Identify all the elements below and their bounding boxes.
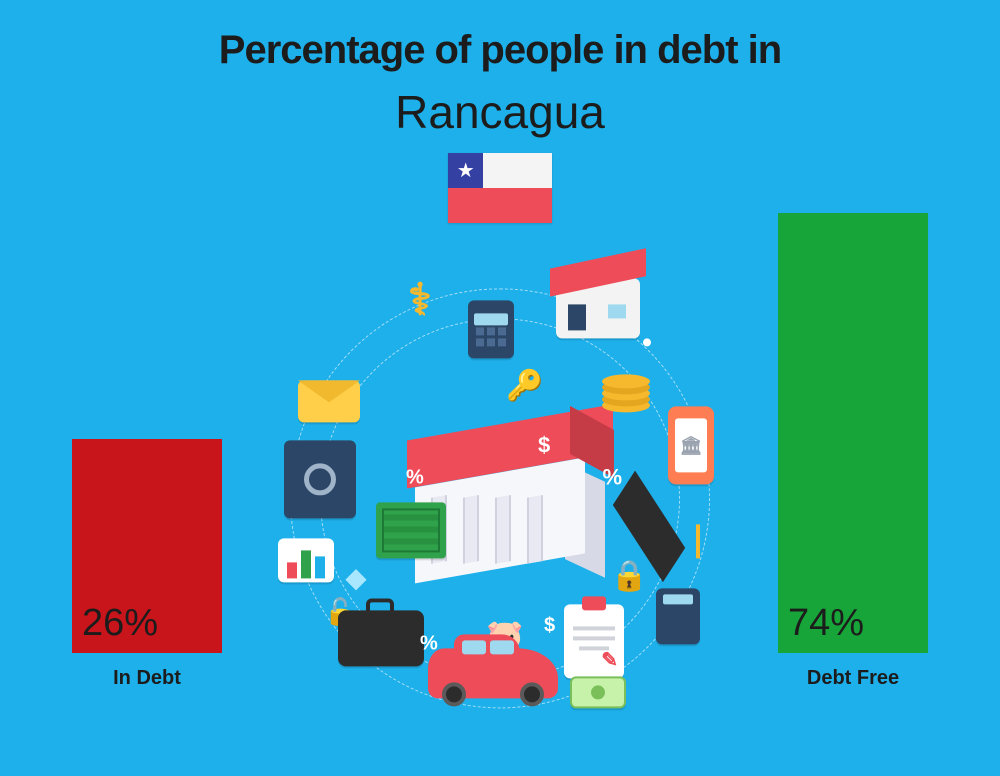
bar-value-in-debt: 26% bbox=[82, 602, 158, 645]
bar-rect-debt-free: 74% bbox=[778, 213, 928, 653]
bar-in-debt: 26% In Debt bbox=[72, 439, 222, 690]
chile-flag: ★ bbox=[448, 153, 552, 223]
graduation-cap-icon bbox=[604, 506, 694, 546]
page-title: Percentage of people in debt in bbox=[0, 0, 1000, 73]
bar-label-in-debt: In Debt bbox=[72, 667, 222, 690]
dollar-symbol: $ bbox=[538, 432, 550, 458]
percent-symbol: % bbox=[420, 632, 438, 655]
bar-value-debt-free: 74% bbox=[788, 602, 864, 645]
house-icon bbox=[556, 278, 640, 338]
percent-symbol: % bbox=[602, 464, 622, 490]
diamond-icon: ◆ bbox=[346, 562, 366, 593]
lock-icon: 🔒 bbox=[611, 558, 648, 593]
orbit-dot bbox=[643, 339, 651, 347]
car-icon bbox=[428, 648, 558, 698]
safe-icon bbox=[284, 440, 356, 518]
dollar-symbol: $ bbox=[544, 614, 555, 637]
key-icon: 🔑 bbox=[506, 368, 543, 403]
finance-infographic: ⚕ 🔓 bbox=[290, 288, 710, 708]
calculator-icon bbox=[468, 300, 514, 358]
chart-area: 26% In Debt 74% Debt Free ⚕ bbox=[0, 250, 1000, 730]
bar-rect-in-debt: 26% bbox=[72, 439, 222, 653]
briefcase-icon bbox=[338, 610, 424, 666]
cash-note-icon bbox=[570, 676, 626, 708]
coins-icon bbox=[602, 374, 650, 388]
bar-label-debt-free: Debt Free bbox=[778, 667, 928, 690]
percent-symbol: % bbox=[406, 466, 424, 489]
caduceus-icon: ⚕ bbox=[408, 274, 432, 325]
cash-stack-icon bbox=[376, 502, 446, 558]
bar-debt-free: 74% Debt Free bbox=[778, 213, 928, 690]
calculator-small-icon bbox=[656, 588, 700, 644]
clipboard-icon: ✎ bbox=[564, 604, 624, 678]
flag-star-icon: ★ bbox=[457, 161, 475, 181]
bar-chart-icon bbox=[278, 538, 334, 582]
phone-icon: 🏛 bbox=[668, 406, 714, 484]
page-subtitle: Rancagua bbox=[0, 85, 1000, 139]
envelope-icon bbox=[298, 380, 360, 422]
